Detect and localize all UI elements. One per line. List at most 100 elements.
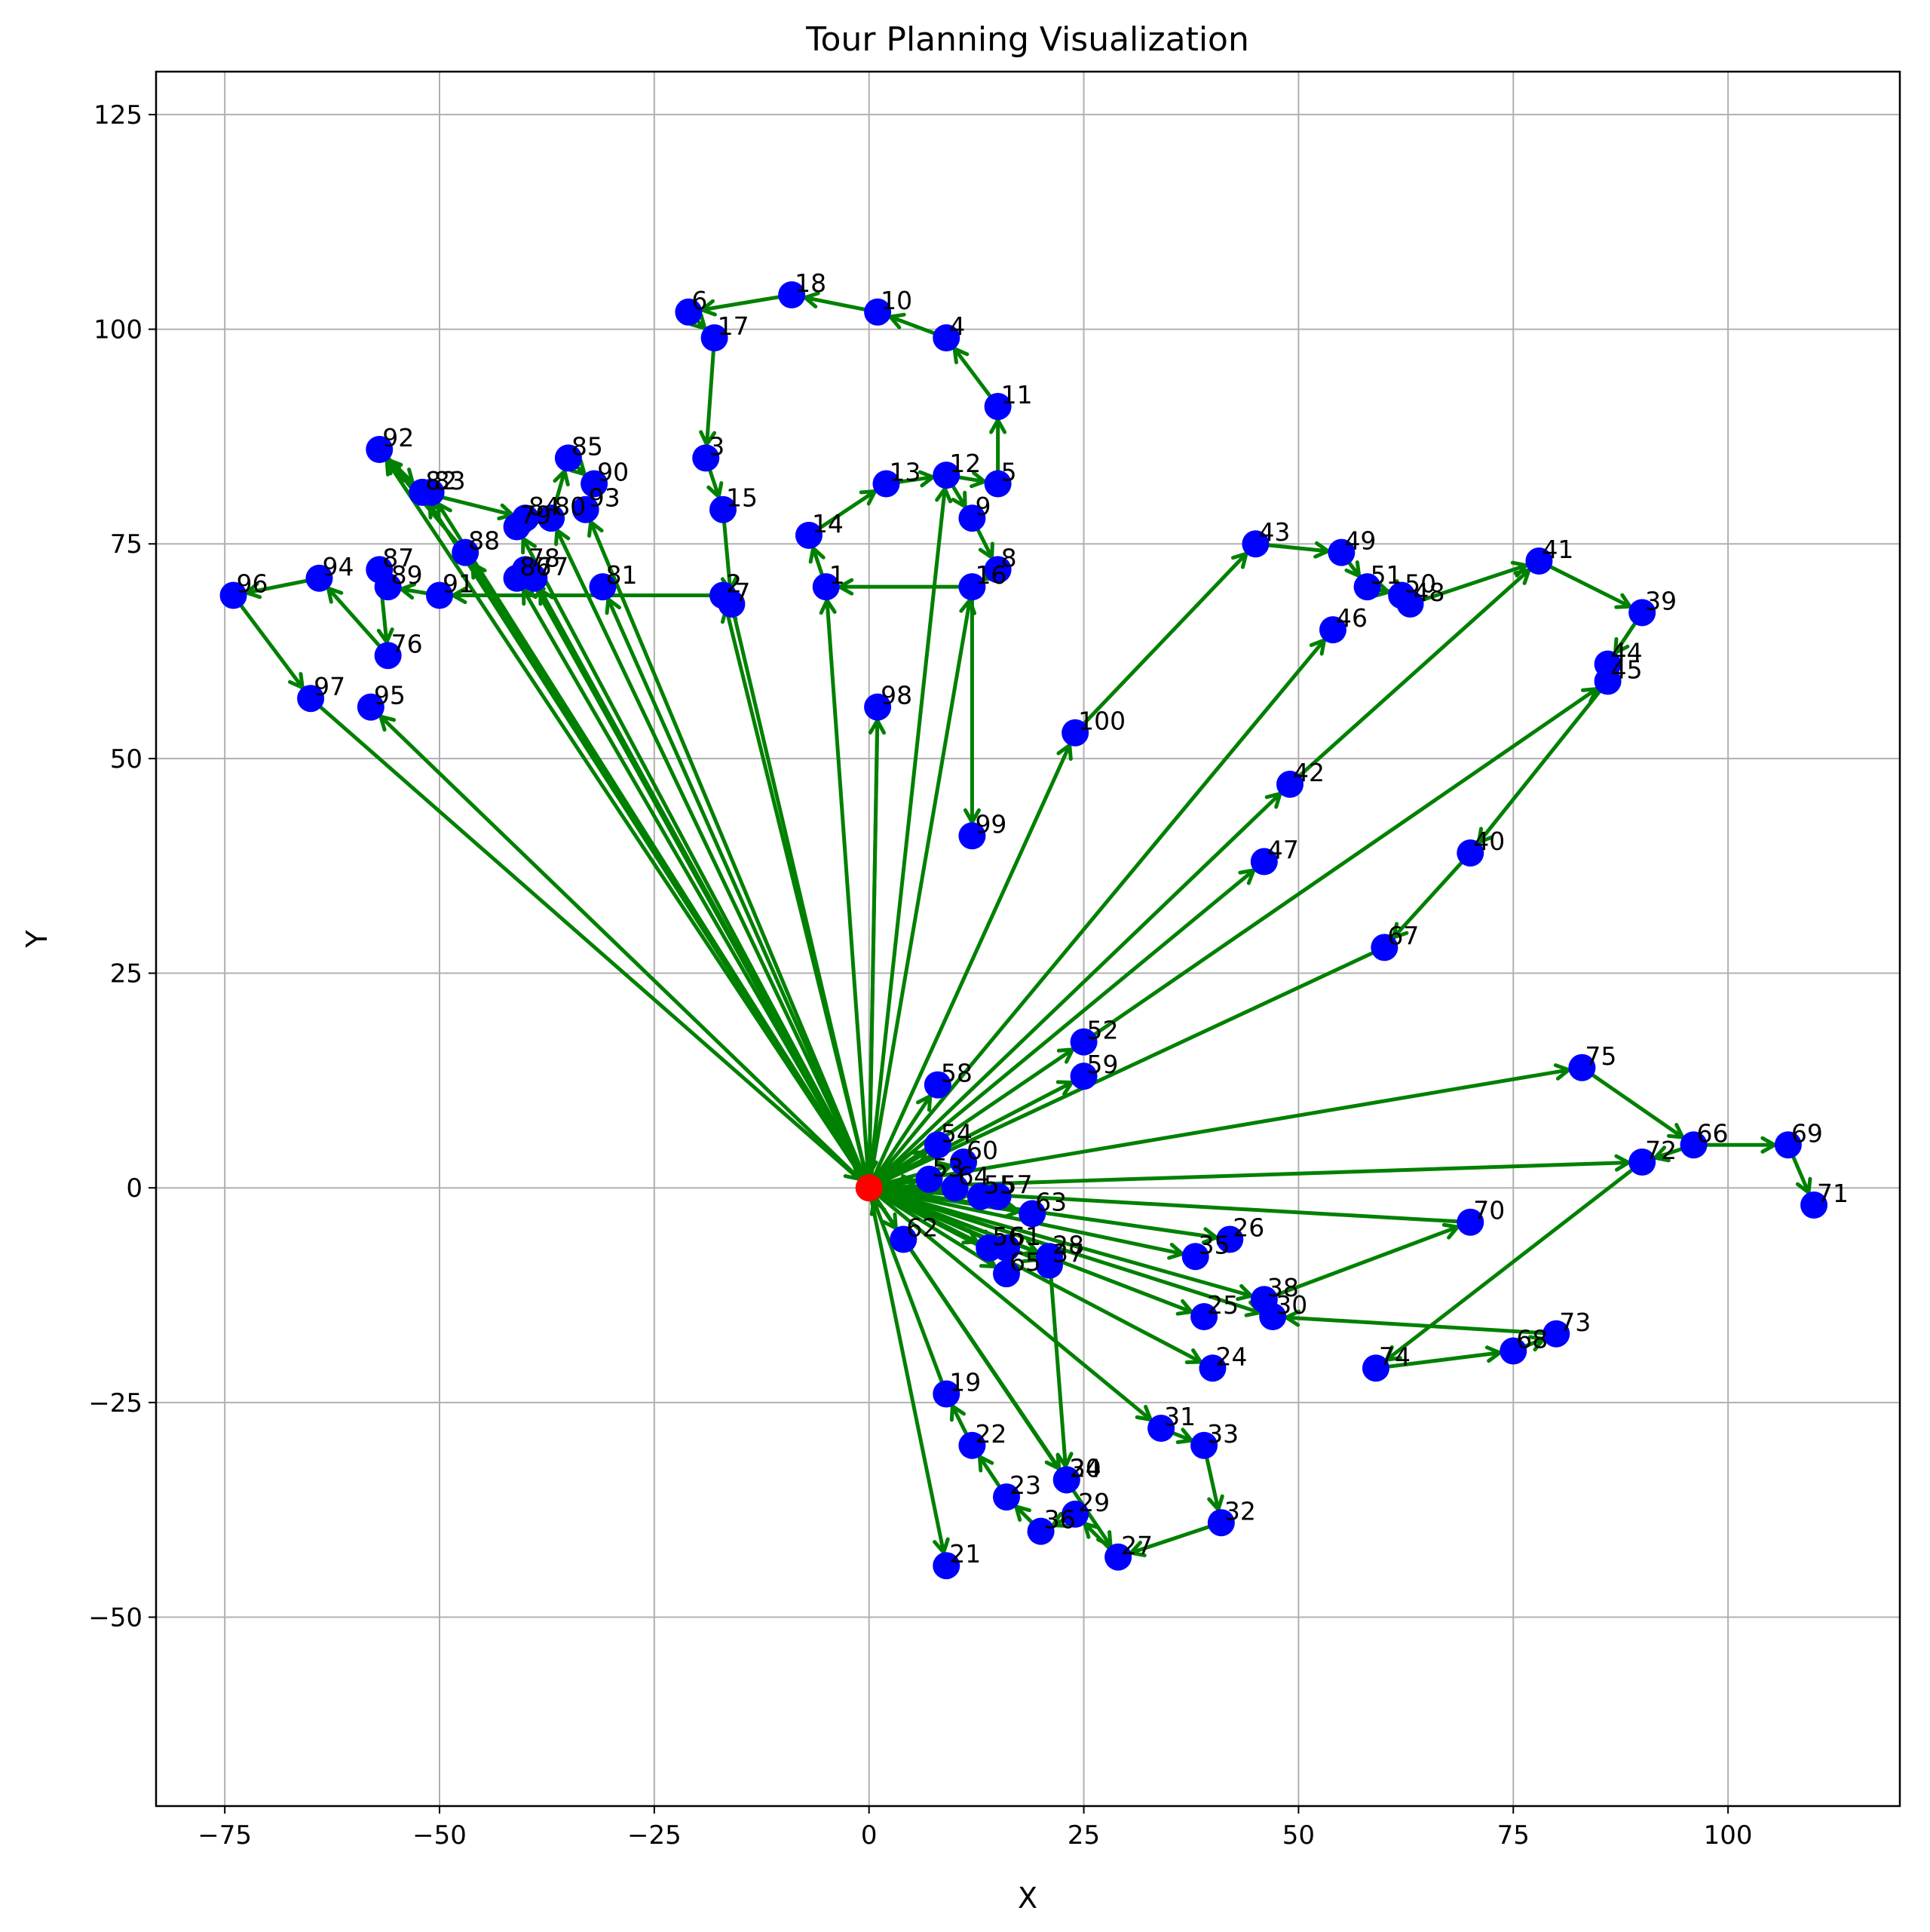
node-label: 18: [795, 268, 826, 298]
node-label: 42: [1293, 758, 1325, 787]
route-edge: [231, 594, 305, 689]
route-edge: [379, 715, 871, 1189]
node-label: 19: [949, 1367, 981, 1397]
node-label: 74: [1379, 1342, 1411, 1371]
node-label: 48: [1414, 578, 1445, 607]
route-edge: [867, 744, 1072, 1189]
node-point: [864, 298, 892, 326]
node-point: [1242, 530, 1270, 558]
node-point: [357, 693, 384, 721]
node-label: 21: [949, 1539, 981, 1569]
node-point: [1628, 599, 1656, 627]
node-label: 1: [829, 560, 845, 590]
node-label: 37: [1052, 1239, 1084, 1268]
route-edge: [868, 1068, 1570, 1190]
y-tick-label: 25: [110, 959, 142, 989]
node-label: 68: [1516, 1325, 1548, 1354]
node-point: [581, 470, 608, 498]
node-point: [778, 281, 806, 309]
route-edge: [867, 792, 1282, 1190]
node-label: 35: [1199, 1230, 1230, 1259]
node-label: 33: [1207, 1419, 1239, 1449]
node-point: [1457, 1208, 1484, 1236]
node-point: [1070, 1063, 1098, 1090]
route-arrowhead: [1666, 1123, 1685, 1139]
node-point: [993, 1260, 1021, 1288]
node-point: [1362, 1354, 1389, 1382]
node-label: 75: [1585, 1041, 1616, 1071]
node-label: 65: [1009, 1247, 1041, 1277]
route-edge: [867, 600, 972, 1188]
node-label: 77: [537, 552, 568, 581]
node-point: [1276, 771, 1304, 799]
route-edge: [1580, 1066, 1684, 1139]
route-edge: [1409, 563, 1527, 606]
node-point: [890, 1225, 918, 1253]
route-edge: [867, 639, 1326, 1189]
node-label: 60: [967, 1136, 998, 1165]
node-label: 93: [589, 483, 620, 513]
node-point: [1104, 1543, 1132, 1571]
route-edge: [521, 538, 871, 1189]
node-label: 72: [1645, 1136, 1677, 1165]
node-point: [795, 521, 823, 549]
node-label: 92: [382, 423, 414, 452]
y-tick-label: 125: [93, 100, 142, 130]
node-label: 12: [949, 449, 981, 478]
node-label: 50: [1405, 569, 1436, 599]
route-edge: [867, 488, 947, 1188]
route-arrowhead: [952, 346, 970, 365]
node-label: 52: [1087, 1016, 1119, 1045]
route-arrowhead: [933, 1537, 950, 1555]
route-arrowhead: [244, 581, 262, 600]
route-edge: [867, 1187, 946, 1553]
route-arrowhead: [521, 536, 537, 555]
node-point: [933, 1380, 960, 1408]
node-label: 99: [975, 809, 1006, 839]
node-label: 2: [726, 569, 742, 599]
route-edge: [880, 946, 1386, 1184]
node-label: 81: [605, 560, 637, 590]
node-label: 91: [443, 569, 474, 599]
route-edge: [867, 1095, 932, 1189]
node-label: 26: [1233, 1213, 1264, 1243]
node-point: [589, 573, 617, 601]
node-point: [864, 693, 892, 721]
route-arrowhead: [1184, 1348, 1203, 1364]
route-arrowhead: [1477, 826, 1494, 845]
node-label: 66: [1697, 1118, 1729, 1148]
node-label: 30: [1276, 1290, 1307, 1320]
node-point: [718, 590, 746, 618]
node-label: 10: [881, 286, 912, 315]
node-point: [538, 504, 565, 532]
node-point: [1328, 538, 1356, 566]
plot-frame: [155, 70, 1901, 1808]
node-point: [1800, 1191, 1828, 1219]
route-edge: [1538, 559, 1631, 609]
depot-point: [855, 1174, 883, 1202]
node-point: [958, 504, 986, 532]
node-point: [417, 478, 445, 506]
x-tick-label: −75: [198, 1820, 252, 1851]
route-arrowhead: [1207, 1494, 1224, 1512]
node-point: [1319, 616, 1346, 644]
route-edge: [868, 1186, 997, 1268]
node-label: 4: [949, 311, 965, 341]
x-tick-label: 100: [1704, 1820, 1753, 1851]
route-edge: [589, 521, 872, 1189]
node-point: [1207, 1509, 1235, 1537]
route-arrowhead: [1313, 541, 1330, 559]
route-edge: [724, 608, 872, 1188]
route-edge: [701, 293, 792, 312]
route-arrowhead: [1384, 1345, 1402, 1362]
node-label: 16: [975, 560, 1006, 590]
node-label: 71: [1817, 1179, 1849, 1208]
node-point: [924, 1071, 951, 1099]
node-point: [219, 581, 247, 609]
route-arrowhead: [1135, 1404, 1153, 1422]
route-arrowhead: [1056, 743, 1073, 761]
node-label: 44: [1611, 638, 1643, 667]
node-label: 17: [718, 311, 749, 341]
x-tick-label: −50: [412, 1820, 467, 1851]
